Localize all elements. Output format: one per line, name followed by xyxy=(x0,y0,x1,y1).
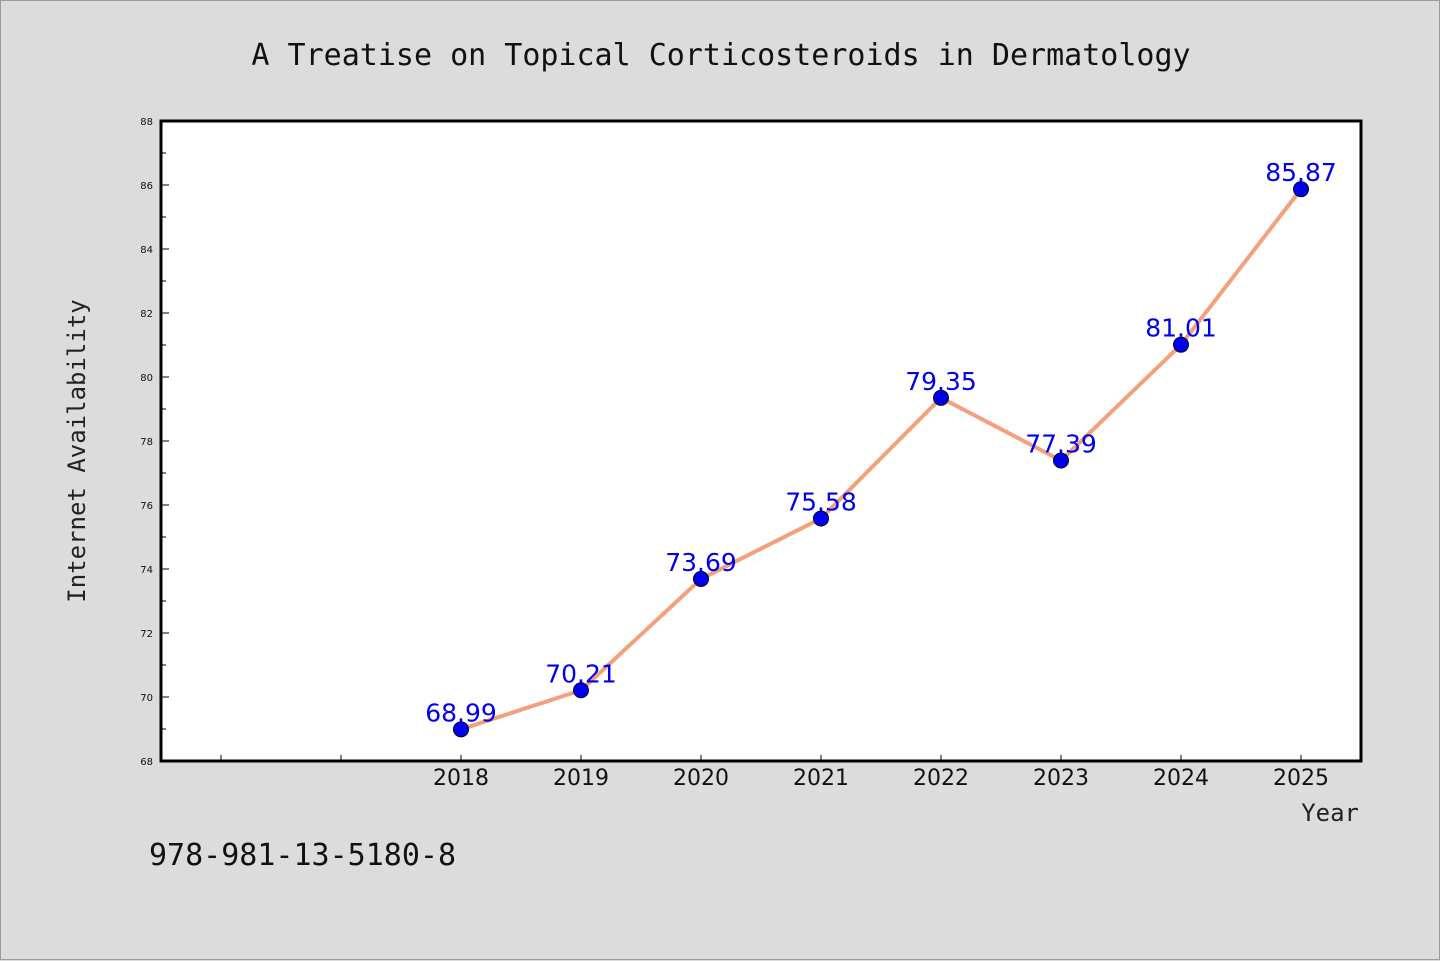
y-tick-label: 70 xyxy=(140,693,153,704)
x-tick-label: 2020 xyxy=(673,766,729,791)
data-label: 77.39 xyxy=(1025,430,1097,459)
x-tick-label: 2025 xyxy=(1273,766,1329,791)
x-tick-label: 2019 xyxy=(553,766,609,791)
data-points xyxy=(453,181,1309,738)
data-labels: 68.99 70.21 73.69 75.58 79.35 77.39 81.01 85.87 xyxy=(425,158,1337,727)
plot-border xyxy=(159,119,1363,763)
data-point-marker xyxy=(573,682,589,699)
data-point-marker xyxy=(693,570,709,587)
y-tick-label: 76 xyxy=(140,501,153,512)
y-tick-label: 80 xyxy=(140,373,153,384)
y-tick-label: 74 xyxy=(140,565,153,576)
x-tick-label: 2022 xyxy=(913,766,969,791)
x-axis: 2018 2019 2020 2021 2022 2023 2024 2025 xyxy=(220,755,1329,791)
data-label: 79.35 xyxy=(905,367,977,396)
data-label: 70.21 xyxy=(545,659,617,688)
plot-area xyxy=(161,121,1361,761)
y-tick-label: 84 xyxy=(140,245,153,256)
data-point-marker xyxy=(1173,336,1189,353)
x-tick-label: 2024 xyxy=(1153,766,1209,791)
y-axis: 68 70 72 74 76 78 80 82 84 86 88 xyxy=(140,117,169,768)
chart-title: A Treatise on Topical Corticosteroids in… xyxy=(251,38,1190,73)
data-label: 85.87 xyxy=(1265,158,1337,187)
y-tick-label: 82 xyxy=(140,309,153,320)
y-tick-label: 68 xyxy=(140,757,153,768)
data-point-marker xyxy=(813,510,829,527)
data-point-marker xyxy=(1293,181,1309,198)
data-label: 73.69 xyxy=(665,548,737,577)
data-point-marker xyxy=(933,389,949,406)
data-label: 75.58 xyxy=(785,487,857,516)
x-tick-label: 2023 xyxy=(1033,766,1089,791)
data-label: 81.01 xyxy=(1145,314,1217,343)
data-point-marker xyxy=(1053,452,1069,469)
y-tick-label: 72 xyxy=(140,629,153,640)
y-tick-label: 78 xyxy=(140,437,153,448)
y-tick-label: 88 xyxy=(140,117,153,128)
x-tick-label: 2018 xyxy=(433,766,489,791)
y-axis-label: Internet Availability xyxy=(63,299,91,602)
y-tick-label: 86 xyxy=(140,181,153,192)
x-tick-label: 2021 xyxy=(793,766,849,791)
data-label: 68.99 xyxy=(425,698,497,727)
isbn-footer: 978-981-13-5180-8 xyxy=(149,838,456,873)
data-point-marker xyxy=(453,721,469,738)
series-line xyxy=(460,187,1303,732)
x-axis-label: Year xyxy=(1301,799,1359,827)
